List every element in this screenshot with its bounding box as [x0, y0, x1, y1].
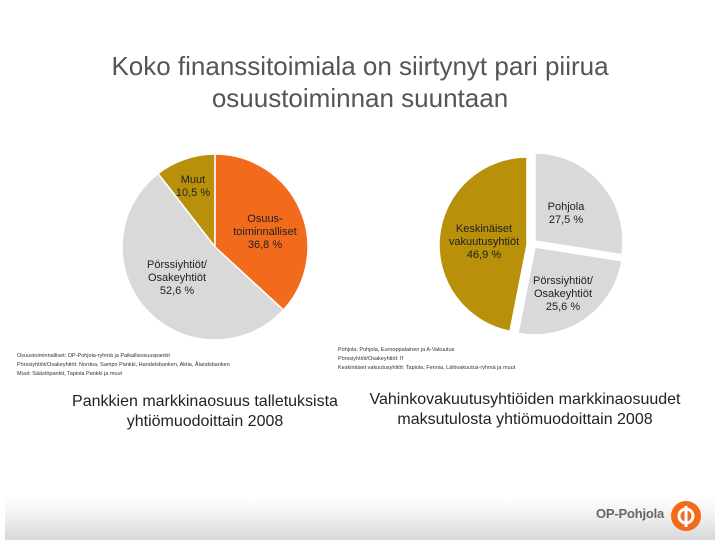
caption-line: yhtiömuodoittain 2008 — [126, 413, 284, 430]
pie-slice — [438, 156, 528, 333]
slice-label: Pohjola 27,5 % — [548, 201, 586, 226]
slice-label: Osuus-toiminnalliset 36,8 % — [233, 213, 297, 251]
slice-label-line: Pörssiyhtiöt/ — [147, 259, 208, 271]
right-chart-footnote: Pohjola: Pohjola, Eurooppalainen ja A-Va… — [338, 346, 515, 373]
pie-slice — [214, 153, 309, 312]
right-chart-caption: Vahinkovakuutusyhtiöiden markkinaosuudet… — [355, 390, 695, 430]
slice-label-line: Osakeyhtiöt — [534, 288, 592, 300]
footer-bar — [5, 497, 715, 540]
slice-label-line: 46,9 % — [467, 249, 501, 261]
slice-label: Muut 10,5 % — [176, 174, 210, 199]
page-title-line1: Koko finanssitoimiala on siirtynyt pari … — [111, 51, 609, 81]
footnote-line: Keskinäiset vakuutusyhtiöt: Tapiola, Fen… — [338, 365, 516, 371]
footnote-line: Osuustoiminnalliset: OP-Pohjola-ryhmä ja… — [17, 353, 170, 359]
footnote-line: Pörssiyhtiöt/Osakeyhtiöt: Nordea, Sampo … — [17, 362, 230, 368]
slice-label-line: 52,6 % — [160, 285, 194, 297]
slice-label-line: Pörssiyhtiöt/ — [533, 275, 594, 287]
slice-label-line: Muut — [181, 174, 205, 186]
left-chart-footnote: Osuustoiminnalliset: OP-Pohjola-ryhmä ja… — [17, 352, 230, 379]
brand-name: OP-Pohjola — [596, 506, 665, 521]
slice-label-line: toiminnalliset — [233, 226, 297, 238]
slice-label-line: 10,5 % — [176, 187, 210, 199]
pie-slice — [517, 246, 623, 336]
pie-slice — [121, 172, 285, 341]
pie-slice — [534, 152, 624, 256]
footnote-line: Muut: Säästöpankit, Tapiola Pankki ja mu… — [17, 371, 123, 377]
page-title-line2: osuustoiminnan suuntaan — [211, 83, 509, 113]
slice-label-line: Osuus- — [247, 213, 283, 225]
slice-label-line: 36,8 % — [248, 239, 282, 251]
slice-label: Keskinäiset vakuutusyhtiöt 46,9 % — [449, 223, 519, 261]
left-chart-caption: Pankkien markkinaosuus talletuksista yht… — [50, 392, 360, 432]
slice-label-line: Pohjola — [548, 201, 586, 213]
caption-line: Pankkien markkinaosuus talletuksista — [72, 393, 338, 410]
slice-label-line: Osakeyhtiöt — [148, 272, 206, 284]
slice-label-line: Keskinäiset — [456, 223, 512, 235]
caption-line: Vahinkovakuutusyhtiöiden markkinaosuudet — [369, 391, 681, 408]
slice-label-line: 25,6 % — [546, 301, 580, 313]
slice-label-line: 27,5 % — [549, 214, 583, 226]
slice-label: Pörssiyhtiöt/Osakeyhtiöt 52,6 % — [147, 259, 208, 297]
page-title: Koko finanssitoimiala on siirtynyt pari … — [40, 50, 680, 114]
caption-line: maksutulosta yhtiömuodoittain 2008 — [397, 411, 653, 428]
slice-label-line: vakuutusyhtiöt — [449, 236, 519, 248]
footnote-line: Pörssiyhtiöt/Osakeyhtiöt: If — [338, 356, 404, 362]
footnote-line: Pohjola: Pohjola, Eurooppalainen ja A-Va… — [338, 347, 455, 353]
slice-label: Pörssiyhtiöt/Osakeyhtiöt 25,6 % — [533, 275, 594, 313]
op-pohjola-logo-icon — [671, 501, 701, 531]
